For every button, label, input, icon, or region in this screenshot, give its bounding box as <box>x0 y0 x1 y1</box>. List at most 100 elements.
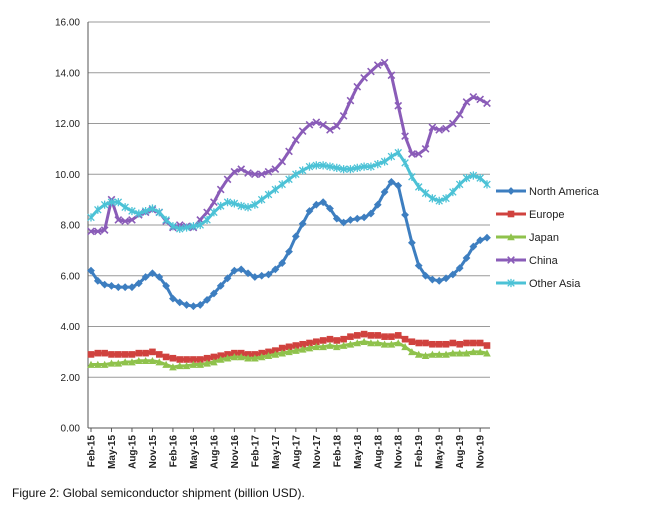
legend-label: Japan <box>529 232 559 244</box>
series-lines <box>87 58 491 371</box>
data-point-japan <box>373 339 382 347</box>
data-point-china <box>312 118 321 127</box>
series-japan <box>87 337 491 371</box>
data-point-north-america <box>141 273 150 281</box>
data-point-japan <box>244 354 252 362</box>
data-point-japan <box>271 350 280 358</box>
data-point-europe <box>292 342 300 349</box>
data-point-other-asia <box>367 162 375 171</box>
data-point-china <box>298 127 307 135</box>
data-point-china <box>230 167 239 176</box>
data-point-north-america <box>148 269 157 278</box>
data-point-japan <box>387 340 396 348</box>
data-point-other-asia <box>114 198 123 207</box>
data-point-europe <box>87 351 95 358</box>
data-point-japan <box>134 356 143 365</box>
data-point-other-asia <box>373 160 382 169</box>
data-point-other-asia <box>196 220 205 230</box>
data-point-europe <box>456 340 463 348</box>
data-point-other-asia <box>230 199 239 208</box>
data-point-japan <box>100 360 109 368</box>
data-point-other-asia <box>169 222 177 231</box>
data-point-north-america <box>107 282 116 290</box>
data-point-europe <box>381 333 388 340</box>
data-point-north-america <box>278 259 287 267</box>
data-point-china <box>476 95 485 104</box>
data-point-europe <box>115 351 122 358</box>
data-point-other-asia <box>414 182 423 192</box>
data-point-japan <box>257 353 266 361</box>
data-point-japan <box>435 350 444 358</box>
data-point-japan <box>483 349 491 357</box>
data-point-europe <box>435 340 443 348</box>
data-point-north-america <box>257 271 266 280</box>
legend-label: Europe <box>529 209 564 221</box>
data-point-north-america <box>196 301 205 309</box>
data-point-europe <box>217 352 225 359</box>
data-point-china <box>223 175 232 184</box>
data-point-other-asia <box>121 203 129 212</box>
data-point-other-asia <box>428 194 437 203</box>
data-point-china <box>373 61 382 70</box>
x-tick-label: Feb-17 <box>250 435 261 468</box>
data-point-other-asia <box>285 175 293 184</box>
data-point-europe <box>108 351 115 358</box>
data-point-north-america <box>162 282 171 290</box>
data-point-europe <box>224 351 231 358</box>
series-other-asia <box>87 148 491 233</box>
data-point-japan <box>237 353 246 361</box>
data-point-europe <box>401 335 409 343</box>
data-point-europe <box>353 332 361 339</box>
data-point-north-america <box>326 204 334 213</box>
x-tick-label: Aug-17 <box>291 435 302 469</box>
data-point-north-america <box>223 274 232 283</box>
data-point-japan <box>285 348 293 356</box>
data-point-north-america <box>455 264 464 273</box>
data-point-japan <box>360 337 368 346</box>
legend-entry-north-america: North America <box>496 186 600 198</box>
data-point-europe <box>360 330 368 338</box>
data-point-other-asia <box>128 206 136 216</box>
legend-entry-japan: Japan <box>496 232 559 244</box>
x-tick-label: Aug-19 <box>455 435 466 469</box>
data-point-north-america <box>312 200 321 209</box>
series-line-north-america <box>89 180 489 308</box>
data-point-europe <box>483 342 491 349</box>
data-point-other-asia <box>353 163 362 173</box>
data-point-china <box>421 145 430 153</box>
data-point-other-asia <box>360 162 368 171</box>
data-point-north-america <box>271 265 280 274</box>
data-point-other-asia <box>148 204 157 213</box>
data-point-europe <box>333 337 341 344</box>
data-point-japan <box>162 360 170 368</box>
data-point-other-asia <box>87 213 95 222</box>
data-point-europe <box>231 349 238 357</box>
data-point-europe <box>340 335 347 343</box>
data-point-china <box>244 169 252 177</box>
data-point-north-america <box>346 216 355 224</box>
data-point-japan <box>428 350 437 358</box>
x-tick-label: May-19 <box>435 435 446 469</box>
data-point-japan <box>216 355 225 363</box>
data-point-china <box>387 71 396 80</box>
grid-lines <box>88 21 490 378</box>
data-point-china <box>100 226 109 234</box>
data-point-north-america <box>435 276 444 285</box>
y-axis-ticks: 0.00 2.00 4.00 6.00 8.00 10.00 12.00 14.00 16.00 <box>55 18 80 435</box>
data-point-europe <box>442 340 450 348</box>
data-point-other-asia <box>278 180 286 189</box>
y-tick-label: 8.00 <box>61 221 81 232</box>
data-point-north-america <box>169 294 177 303</box>
data-point-europe <box>258 349 265 357</box>
data-point-europe <box>155 351 163 358</box>
data-point-europe <box>196 356 204 363</box>
data-point-north-america <box>483 233 491 242</box>
data-point-other-asia <box>182 223 191 232</box>
data-point-north-america <box>291 232 300 241</box>
data-point-north-america <box>203 295 211 304</box>
data-point-north-america <box>114 283 123 292</box>
data-point-china <box>401 132 409 141</box>
x-tick-label: May-17 <box>271 435 282 469</box>
data-point-north-america <box>93 276 102 285</box>
data-point-china <box>442 124 450 133</box>
